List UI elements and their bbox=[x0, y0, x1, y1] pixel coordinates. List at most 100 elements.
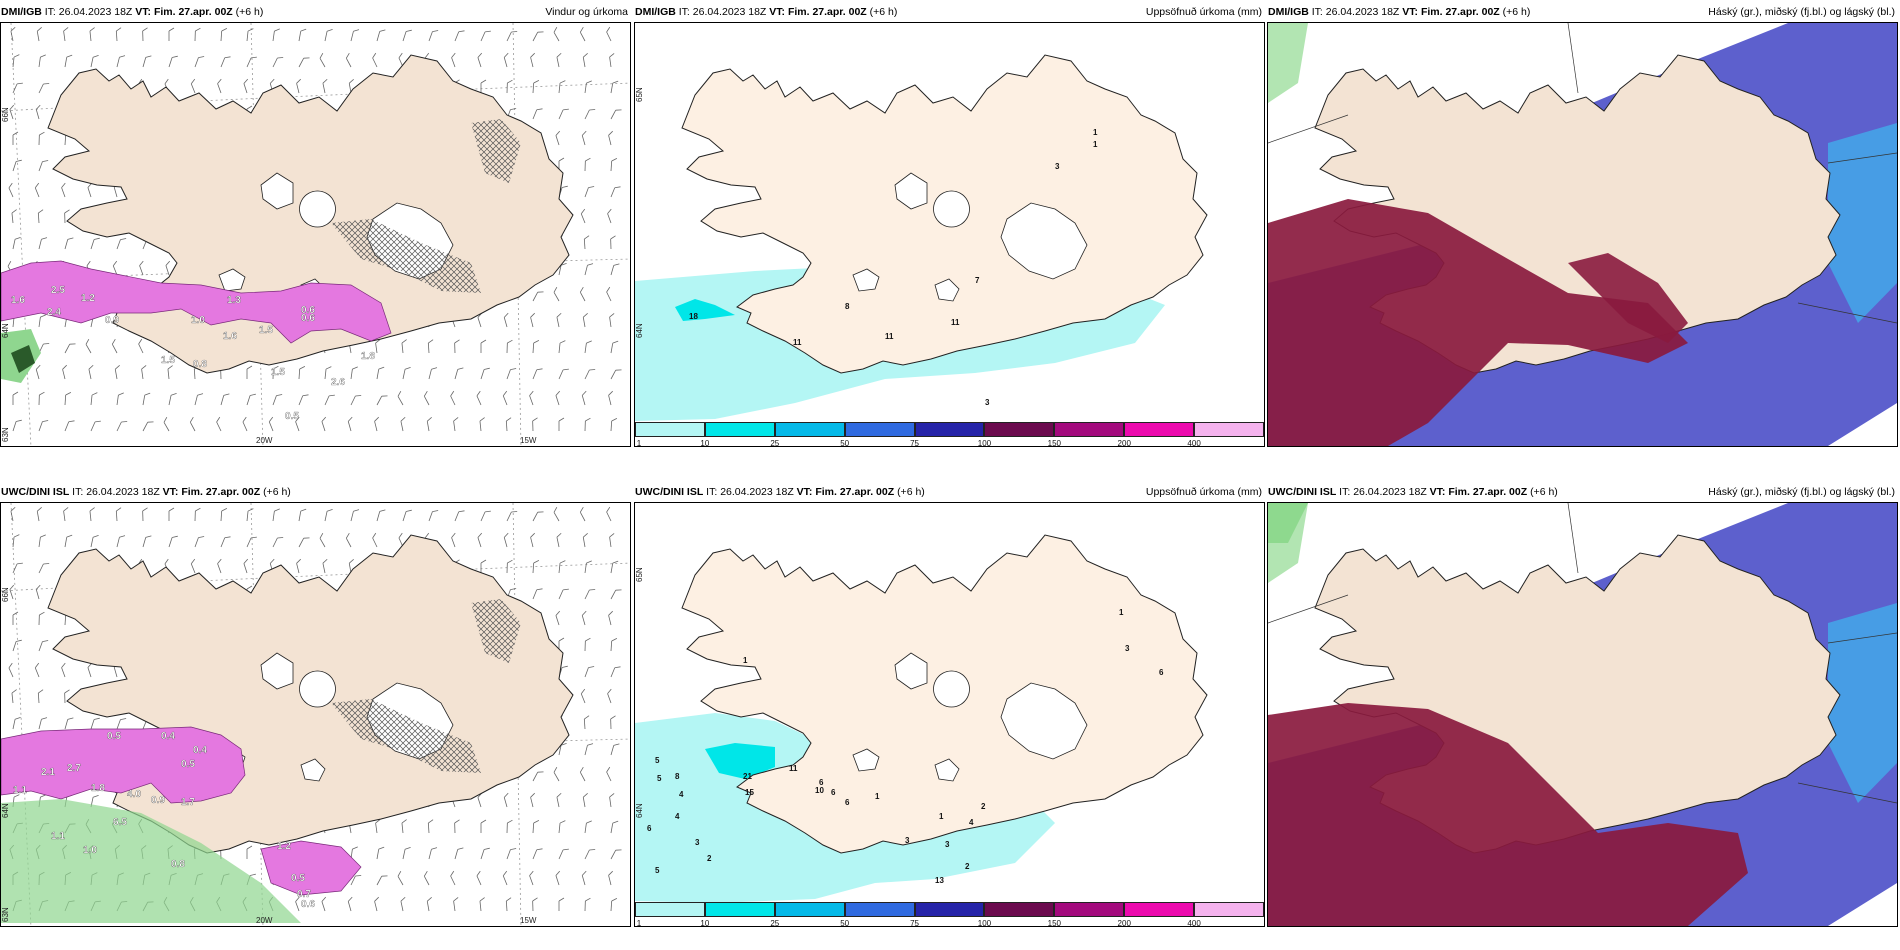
colorbar-tick: 100 bbox=[977, 439, 992, 447]
precip-value-label: 0.7 bbox=[297, 889, 311, 900]
accum-value-label: 4 bbox=[679, 790, 684, 799]
low-cloud-area bbox=[1828, 123, 1897, 323]
glacier-outline bbox=[260, 652, 294, 690]
glacier-outline bbox=[934, 758, 960, 782]
latitude-label: 63N bbox=[1, 427, 10, 442]
colorbar-tick: 25 bbox=[770, 919, 780, 927]
panel-header: DMI/IGB IT: 26.04.2023 18Z VT: Fim. 27.a… bbox=[1267, 0, 1898, 24]
panel-clouds-dmi: DMI/IGB IT: 26.04.2023 18Z VT: Fim. 27.a… bbox=[1267, 0, 1898, 447]
precip-value-label: 0.8 bbox=[171, 859, 185, 870]
accum-value-label: 15 bbox=[745, 788, 754, 797]
colorbar-tick: 1 bbox=[636, 919, 642, 927]
precip-area-mid bbox=[705, 743, 775, 779]
colorbar-swatch bbox=[704, 422, 775, 437]
accum-value-label: 21 bbox=[743, 772, 752, 781]
precip-value-label: 2.6 bbox=[331, 377, 345, 388]
accum-value-label: 5 bbox=[655, 756, 660, 765]
accum-value-label: 5 bbox=[655, 866, 660, 875]
panel-header: DMI/IGB IT: 26.04.2023 18Z VT: Fim. 27.a… bbox=[0, 0, 631, 24]
panel-header: UWC/DINI ISL IT: 26.04.2023 18Z VT: Fim.… bbox=[634, 480, 1265, 504]
colorbar-tick: 200 bbox=[1117, 919, 1131, 927]
colorbar-swatch bbox=[774, 902, 845, 917]
panel-clouds-uwc: UWC/DINI ISL IT: 26.04.2023 18Z VT: Fim.… bbox=[1267, 480, 1898, 927]
lead-time: (+6 h) bbox=[897, 486, 925, 498]
glacier-outline bbox=[933, 190, 970, 228]
glacier-outline bbox=[894, 172, 928, 210]
latitude-label: 66N bbox=[1, 107, 10, 122]
accum-value-label: 3 bbox=[695, 838, 700, 847]
precip-value-label: 0.9 bbox=[151, 795, 165, 806]
colorbar-tick: 400 bbox=[1187, 919, 1201, 927]
precip-value-label: 0.4 bbox=[193, 745, 207, 756]
lead-time: (+6 h) bbox=[235, 6, 264, 18]
init-time: 26.04.2023 18Z bbox=[86, 486, 160, 498]
precip-value-label: 1.5 bbox=[161, 355, 175, 366]
accum-value-label: 4 bbox=[969, 818, 974, 827]
glacier-outline bbox=[933, 670, 970, 708]
glacier-outline bbox=[260, 172, 294, 210]
colorbar-tick: 150 bbox=[1047, 919, 1062, 927]
model-name: UWC/DINI ISL bbox=[635, 486, 704, 498]
colorbar-tick: 10 bbox=[700, 439, 710, 447]
accum-value-label: 5 bbox=[657, 774, 662, 783]
colorbar-swatch bbox=[1194, 422, 1264, 437]
colorbar-swatch bbox=[844, 902, 915, 917]
longitude-label: 20W bbox=[256, 436, 273, 445]
model-name: UWC/DINI ISL bbox=[1, 486, 70, 498]
precip-area-light bbox=[1, 799, 301, 923]
it-label: IT: bbox=[72, 486, 84, 498]
product-title: Háský (gr.), miðský (fj.bl.) og lágský (… bbox=[1708, 486, 1895, 498]
panel-accum-precip-uwc: UWC/DINI ISL IT: 26.04.2023 18Z VT: Fim.… bbox=[634, 480, 1265, 927]
colorbar-swatch bbox=[635, 902, 705, 917]
precip-area bbox=[1, 260, 392, 344]
precip-area-heavy bbox=[11, 345, 35, 373]
valid-time: Fim. 27.apr. 00Z bbox=[181, 486, 261, 498]
colorbar-tick: 50 bbox=[840, 439, 850, 447]
latitude-label: 64N bbox=[1, 803, 10, 818]
accum-value-label: 11 bbox=[789, 764, 798, 773]
accum-value-label: 3 bbox=[1055, 162, 1060, 171]
colorbar-swatch bbox=[1194, 902, 1264, 917]
run-info: UWC/DINI ISL IT: 26.04.2023 18Z VT: Fim.… bbox=[635, 486, 925, 498]
precip-value-label: 0.5 bbox=[285, 411, 299, 422]
accum-value-label: 4 bbox=[675, 812, 680, 821]
high-cloud-area bbox=[1268, 703, 1748, 926]
latitude-label: 66N bbox=[1, 587, 10, 602]
cloud-edge bbox=[1268, 503, 1308, 543]
colorbar-tick: 200 bbox=[1117, 439, 1131, 447]
latitude-label: 64N bbox=[635, 323, 644, 338]
accum-value-label: 8 bbox=[845, 302, 850, 311]
lead-time: (+6 h) bbox=[1530, 486, 1558, 498]
lead-time: (+6 h) bbox=[869, 6, 898, 18]
lead-time: (+6 h) bbox=[1502, 6, 1531, 18]
precip-value-label: 0.9 bbox=[105, 315, 119, 326]
accum-value-label: 6 bbox=[845, 798, 850, 807]
panel-accum-precip-dmi: DMI/IGB IT: 26.04.2023 18Z VT: Fim. 27.a… bbox=[634, 0, 1265, 447]
vt-label: VT: bbox=[135, 6, 152, 18]
hatch-area bbox=[331, 219, 481, 293]
colorbar-swatch bbox=[984, 422, 1055, 437]
run-info: DMI/IGB IT: 26.04.2023 18Z VT: Fim. 27.a… bbox=[1268, 6, 1530, 18]
cloud-edge bbox=[1268, 23, 1308, 103]
map-canvas bbox=[1267, 22, 1898, 447]
precip-value-label: 0.6 bbox=[301, 313, 315, 324]
colorbar-tick: 25 bbox=[770, 439, 780, 447]
glacier-outline bbox=[934, 278, 960, 302]
precip-area-mid bbox=[675, 299, 735, 321]
lead-time: (+6 h) bbox=[263, 486, 291, 498]
vt-label: VT: bbox=[162, 486, 179, 498]
panel-header: DMI/IGB IT: 26.04.2023 18Z VT: Fim. 27.a… bbox=[634, 0, 1265, 24]
hatch-area bbox=[471, 119, 521, 183]
low-cloud-area bbox=[1828, 603, 1897, 803]
run-info: UWC/DINI ISL IT: 26.04.2023 18Z VT: Fim.… bbox=[1268, 486, 1558, 498]
precip-area bbox=[260, 840, 362, 896]
panel-wind-precip-dmi: DMI/IGB IT: 26.04.2023 18Z VT: Fim. 27.a… bbox=[0, 0, 631, 447]
it-label: IT: bbox=[1311, 6, 1323, 18]
colorbar-swatch bbox=[914, 422, 985, 437]
precip-value-label: 0.5 bbox=[107, 731, 121, 742]
colorbar: 1 10 25 50 75 100 150 200 400 bbox=[635, 900, 1264, 926]
colorbar-tick: 75 bbox=[910, 439, 919, 447]
hatch-area bbox=[471, 599, 521, 663]
precip-value-label: 1.2 bbox=[81, 293, 95, 304]
product-title: Vindur og úrkoma bbox=[545, 6, 628, 18]
